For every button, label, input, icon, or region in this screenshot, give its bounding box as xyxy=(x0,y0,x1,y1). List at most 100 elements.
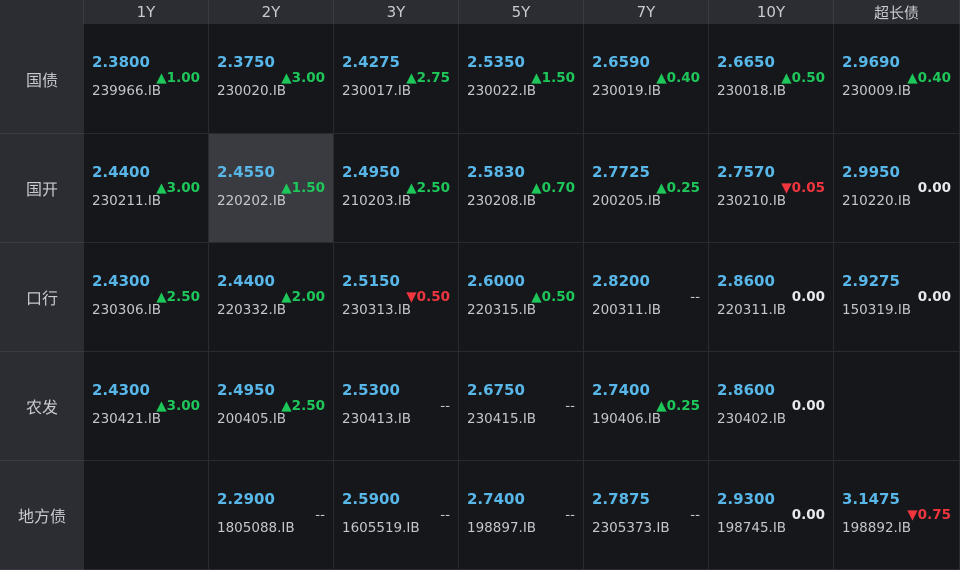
row-label-3: 农发 xyxy=(0,352,84,461)
quote-cell[interactable]: 2.6750 230415.IB -- xyxy=(459,352,584,461)
bond-code: 1605519.IB xyxy=(342,520,420,536)
quote-cell[interactable]: 2.8600 230402.IB 0.00 xyxy=(709,352,834,461)
change-value: ▲2.50 xyxy=(281,398,325,414)
quote-cell[interactable]: 2.7725 200205.IB ▲0.25 xyxy=(584,134,709,243)
yield-value: 2.6650 xyxy=(717,53,775,71)
quote-cell[interactable]: 2.7400 190406.IB ▲0.25 xyxy=(584,352,709,461)
quote-cell[interactable]: 2.9300 198745.IB 0.00 xyxy=(709,461,834,570)
quote-cell[interactable]: 3.1475 198892.IB ▼0.75 xyxy=(834,461,960,570)
yield-value: 2.4550 xyxy=(217,163,275,181)
change-value: ▼0.50 xyxy=(406,289,450,305)
change-value: ▲0.25 xyxy=(656,398,700,414)
quote-cell[interactable]: 2.4400 230211.IB ▲3.00 xyxy=(84,134,209,243)
bond-code: 230402.IB xyxy=(717,411,787,427)
change-value: ▲3.00 xyxy=(156,398,200,414)
bond-code: 200205.IB xyxy=(592,193,662,209)
quote-cell[interactable]: 2.8600 220311.IB 0.00 xyxy=(709,243,834,352)
change-value: ▲0.25 xyxy=(656,180,700,196)
bond-code: 198892.IB xyxy=(842,520,912,536)
change-value: -- xyxy=(690,507,700,523)
quote-cell[interactable]: 2.9690 230009.IB ▲0.40 xyxy=(834,24,960,134)
yield-value: 2.4950 xyxy=(342,163,400,181)
quote-cell[interactable]: 2.2900 1805088.IB -- xyxy=(209,461,334,570)
row-label-4: 地方债 xyxy=(0,461,84,570)
column-header-0: 1Y xyxy=(84,0,209,24)
quote-cell[interactable]: 2.6650 230018.IB ▲0.50 xyxy=(709,24,834,134)
bond-code: 198897.IB xyxy=(467,520,537,536)
bond-code: 230413.IB xyxy=(342,411,412,427)
yield-value: 2.6590 xyxy=(592,53,650,71)
quote-cell[interactable]: 2.7400 198897.IB -- xyxy=(459,461,584,570)
change-value: 0.00 xyxy=(791,398,825,414)
column-header-1: 2Y xyxy=(209,0,334,24)
quote-cell[interactable]: 2.3800 239966.IB ▲1.00 xyxy=(84,24,209,134)
yield-value: 2.4300 xyxy=(92,381,150,399)
quote-cell[interactable]: 2.4300 230306.IB ▲2.50 xyxy=(84,243,209,352)
empty-cell xyxy=(84,461,209,570)
yield-value: 2.4400 xyxy=(217,272,275,290)
quote-cell[interactable]: 2.5350 230022.IB ▲1.50 xyxy=(459,24,584,134)
yield-value: 2.8600 xyxy=(717,272,775,290)
bond-code: 190406.IB xyxy=(592,411,662,427)
header-corner xyxy=(0,0,84,24)
bond-code: 230009.IB xyxy=(842,83,912,99)
yield-value: 2.9275 xyxy=(842,272,900,290)
change-value: -- xyxy=(315,507,325,523)
bond-code: 230313.IB xyxy=(342,302,412,318)
bond-code: 230020.IB xyxy=(217,83,287,99)
quote-cell[interactable]: 2.5300 230413.IB -- xyxy=(334,352,459,461)
quote-cell[interactable]: 2.4950 210203.IB ▲2.50 xyxy=(334,134,459,243)
quote-cell[interactable]: 2.6000 220315.IB ▲0.50 xyxy=(459,243,584,352)
quote-cell[interactable]: 2.4275 230017.IB ▲2.75 xyxy=(334,24,459,134)
change-value: 0.00 xyxy=(917,289,951,305)
change-value: -- xyxy=(440,507,450,523)
quote-cell[interactable]: 2.4300 230421.IB ▲3.00 xyxy=(84,352,209,461)
bond-code: 220332.IB xyxy=(217,302,287,318)
change-value: 0.00 xyxy=(791,289,825,305)
bond-code: 230210.IB xyxy=(717,193,787,209)
yield-value: 2.7875 xyxy=(592,490,650,508)
row-label-0: 国债 xyxy=(0,24,84,134)
quote-cell[interactable]: 2.4400 220332.IB ▲2.00 xyxy=(209,243,334,352)
yield-value: 2.5350 xyxy=(467,53,525,71)
yield-value: 2.4300 xyxy=(92,272,150,290)
quote-cell[interactable]: 2.9275 150319.IB 0.00 xyxy=(834,243,960,352)
yield-value: 2.6000 xyxy=(467,272,525,290)
bond-code: 220311.IB xyxy=(717,302,787,318)
quote-cell[interactable]: 2.7875 2305373.IB -- xyxy=(584,461,709,570)
quote-cell[interactable]: 2.4950 200405.IB ▲2.50 xyxy=(209,352,334,461)
yield-value: 2.9950 xyxy=(842,163,900,181)
yield-value: 2.7725 xyxy=(592,163,650,181)
yield-value: 2.2900 xyxy=(217,490,275,508)
bond-code: 230208.IB xyxy=(467,193,537,209)
bond-code: 200311.IB xyxy=(592,302,662,318)
yield-value: 2.5900 xyxy=(342,490,400,508)
quote-cell[interactable]: 2.3750 230020.IB ▲3.00 xyxy=(209,24,334,134)
change-value: ▲2.75 xyxy=(406,70,450,86)
quote-cell[interactable]: 2.9950 210220.IB 0.00 xyxy=(834,134,960,243)
quote-cell[interactable]: 2.5150 230313.IB ▼0.50 xyxy=(334,243,459,352)
quote-cell[interactable]: 2.4550 220202.IB ▲1.50 xyxy=(209,134,334,243)
change-value: ▲0.40 xyxy=(656,70,700,86)
change-value: ▼0.05 xyxy=(781,180,825,196)
change-value: ▲2.50 xyxy=(156,289,200,305)
bond-code: 239966.IB xyxy=(92,83,162,99)
quote-cell[interactable]: 2.5830 230208.IB ▲0.70 xyxy=(459,134,584,243)
row-label-1: 国开 xyxy=(0,134,84,243)
yield-value: 2.5300 xyxy=(342,381,400,399)
yield-value: 2.9300 xyxy=(717,490,775,508)
change-value: -- xyxy=(565,398,575,414)
yield-value: 2.4275 xyxy=(342,53,400,71)
bond-code: 210220.IB xyxy=(842,193,912,209)
quote-cell[interactable]: 2.5900 1605519.IB -- xyxy=(334,461,459,570)
bond-code: 230211.IB xyxy=(92,193,162,209)
yield-value: 2.8200 xyxy=(592,272,650,290)
quote-cell[interactable]: 2.7570 230210.IB ▼0.05 xyxy=(709,134,834,243)
quote-cell[interactable]: 2.6590 230019.IB ▲0.40 xyxy=(584,24,709,134)
bond-code: 210203.IB xyxy=(342,193,412,209)
yield-value: 2.8600 xyxy=(717,381,775,399)
quote-cell[interactable]: 2.8200 200311.IB -- xyxy=(584,243,709,352)
yield-value: 2.4950 xyxy=(217,381,275,399)
column-header-6: 超长债 xyxy=(834,0,960,24)
